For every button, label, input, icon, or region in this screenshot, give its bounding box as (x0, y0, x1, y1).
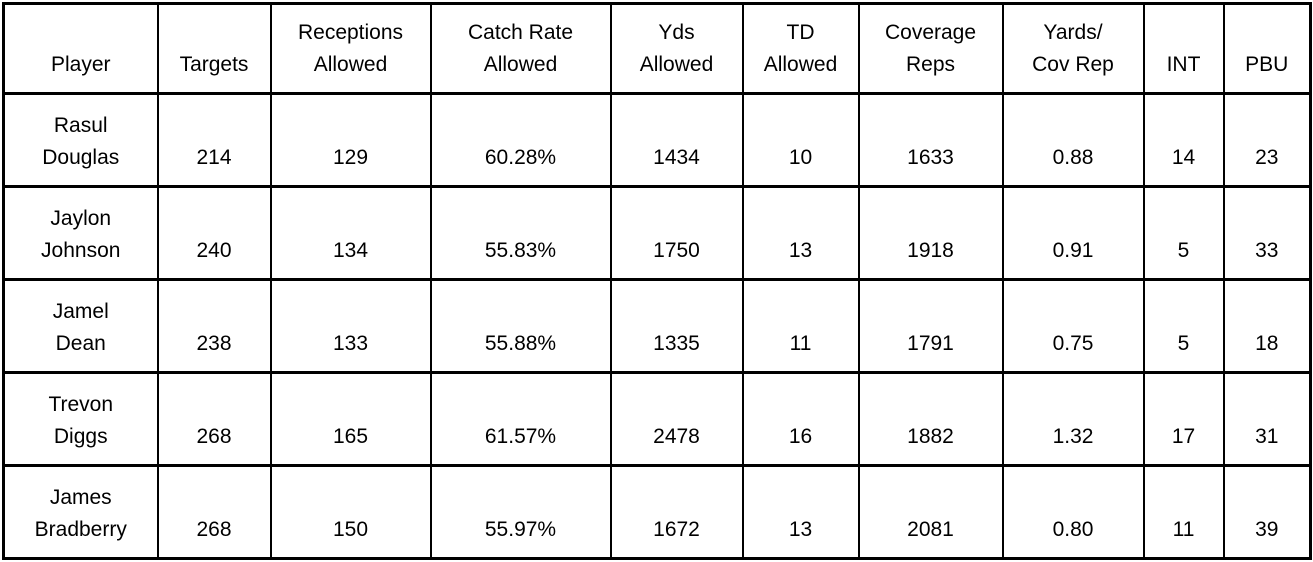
cell-coverage-reps: 1918 (857, 185, 1004, 281)
cell-pbu: 31 (1222, 371, 1312, 467)
cell-td-allowed: 13 (741, 185, 860, 281)
cell-catch-rate-allowed: 60.28% (429, 92, 612, 188)
col-header-pbu: PBU (1222, 2, 1312, 95)
cell-targets: 214 (156, 92, 272, 188)
cell-pbu: 23 (1222, 92, 1312, 188)
cell-int: 14 (1142, 92, 1225, 188)
cell-targets: 268 (156, 464, 272, 560)
cell-player: Jaylon Johnson (2, 185, 159, 281)
col-header-receptions-allowed: Receptions Allowed (269, 2, 432, 95)
cell-yards-per-cov-rep: 0.75 (1001, 278, 1145, 374)
header-row: Player Targets Receptions Allowed Catch … (2, 2, 1312, 95)
cell-pbu: 18 (1222, 278, 1312, 374)
col-header-int: INT (1142, 2, 1225, 95)
cell-yards-per-cov-rep: 1.32 (1001, 371, 1145, 467)
cell-targets: 240 (156, 185, 272, 281)
cell-int: 11 (1142, 464, 1225, 560)
col-header-catch-rate-allowed: Catch Rate Allowed (429, 2, 612, 95)
col-header-targets: Targets (156, 2, 272, 95)
col-header-player: Player (2, 2, 159, 95)
cell-catch-rate-allowed: 55.83% (429, 185, 612, 281)
cell-player: Rasul Douglas (2, 92, 159, 188)
cell-coverage-reps: 1791 (857, 278, 1004, 374)
table-row-jaylon-johnson: Jaylon Johnson 240 134 55.83% 1750 13 19… (2, 185, 1312, 281)
cell-pbu: 39 (1222, 464, 1312, 560)
cell-receptions-allowed: 165 (269, 371, 432, 467)
cell-player: Jamel Dean (2, 278, 159, 374)
col-header-yards-per-cov-rep: Yards/ Cov Rep (1001, 2, 1145, 95)
cell-yards-per-cov-rep: 0.88 (1001, 92, 1145, 188)
table-row-rasul-douglas: Rasul Douglas 214 129 60.28% 1434 10 163… (2, 92, 1312, 188)
cell-coverage-reps: 2081 (857, 464, 1004, 560)
cell-td-allowed: 16 (741, 371, 860, 467)
cell-receptions-allowed: 134 (269, 185, 432, 281)
table-row-jamel-dean: Jamel Dean 238 133 55.88% 1335 11 1791 0… (2, 278, 1312, 374)
cell-player: James Bradberry (2, 464, 159, 560)
cell-receptions-allowed: 150 (269, 464, 432, 560)
cell-receptions-allowed: 129 (269, 92, 432, 188)
cell-yds-allowed: 2478 (609, 371, 744, 467)
cell-td-allowed: 10 (741, 92, 860, 188)
cell-catch-rate-allowed: 61.57% (429, 371, 612, 467)
cell-coverage-reps: 1882 (857, 371, 1004, 467)
cell-targets: 268 (156, 371, 272, 467)
cell-targets: 238 (156, 278, 272, 374)
cell-td-allowed: 13 (741, 464, 860, 560)
cell-yds-allowed: 1672 (609, 464, 744, 560)
col-header-td-allowed: TD Allowed (741, 2, 860, 95)
col-header-coverage-reps: Coverage Reps (857, 2, 1004, 95)
cell-yds-allowed: 1335 (609, 278, 744, 374)
cell-yds-allowed: 1750 (609, 185, 744, 281)
cell-yards-per-cov-rep: 0.91 (1001, 185, 1145, 281)
table-row-trevon-diggs: Trevon Diggs 268 165 61.57% 2478 16 1882… (2, 371, 1312, 467)
cell-receptions-allowed: 133 (269, 278, 432, 374)
cell-coverage-reps: 1633 (857, 92, 1004, 188)
col-header-yds-allowed: Yds Allowed (609, 2, 744, 95)
cell-yards-per-cov-rep: 0.80 (1001, 464, 1145, 560)
cell-int: 5 (1142, 278, 1225, 374)
table-row-james-bradberry: James Bradberry 268 150 55.97% 1672 13 2… (2, 464, 1312, 560)
cell-catch-rate-allowed: 55.97% (429, 464, 612, 560)
cell-int: 17 (1142, 371, 1225, 467)
cell-pbu: 33 (1222, 185, 1312, 281)
cell-int: 5 (1142, 185, 1225, 281)
cell-player: Trevon Diggs (2, 371, 159, 467)
cell-td-allowed: 11 (741, 278, 860, 374)
cell-catch-rate-allowed: 55.88% (429, 278, 612, 374)
cell-yds-allowed: 1434 (609, 92, 744, 188)
